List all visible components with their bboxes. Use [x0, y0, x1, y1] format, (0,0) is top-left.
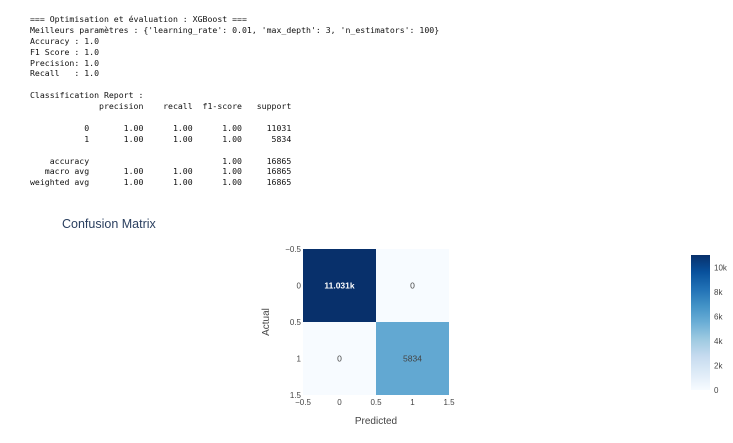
console-line: macro avg 1.00 1.00 1.00 16865: [30, 166, 292, 177]
y-axis-label: Actual: [261, 308, 272, 336]
y-tick-label: 1.5: [290, 391, 302, 400]
console-line: === Optimisation et évaluation : XGBoost…: [30, 14, 247, 24]
cell-label: 5834: [403, 354, 422, 364]
console-line: F1 Score : 1.0: [30, 46, 100, 57]
console-output: === Optimisation et évaluation : XGBoost…: [30, 14, 439, 188]
cell-label: 0: [337, 354, 342, 364]
colorbar: [691, 255, 710, 390]
x-tick-label: 0.5: [370, 398, 382, 407]
console-line: Classification Report :: [30, 90, 144, 101]
console-line: Accuracy : 1.0: [30, 35, 100, 46]
console-line: Precision: 1.0: [30, 57, 100, 68]
colorbar-tick-label: 0: [714, 386, 719, 395]
heatmap-cell[interactable]: [303, 322, 376, 395]
cell-label: 0: [410, 281, 415, 291]
console-line: accuracy 1.00 16865: [30, 155, 292, 166]
y-tick-label: 0.5: [290, 318, 302, 327]
y-tick-label: 1: [297, 355, 302, 364]
x-tick-label: 0: [337, 398, 342, 407]
chart-title: Confusion Matrix: [62, 217, 156, 231]
colorbar-tick-label: 2k: [714, 362, 723, 371]
colorbar-tick-label: 10k: [714, 264, 728, 273]
cell-label: 11.031k: [324, 281, 355, 291]
heatmap-cell[interactable]: [303, 249, 376, 322]
heatmap-cell[interactable]: [376, 249, 449, 322]
x-axis-label: Predicted: [355, 416, 397, 427]
heatmap-cell[interactable]: [376, 322, 449, 395]
console-line: weighted avg 1.00 1.00 1.00 16865: [30, 177, 292, 188]
x-tick-label: 1: [410, 398, 415, 407]
colorbar-tick-label: 8k: [714, 288, 723, 297]
console-line: Meilleurs paramètres : {'learning_rate':…: [30, 24, 440, 35]
y-tick-label: −0.5: [285, 245, 301, 254]
console-line: 1 1.00 1.00 1.00 5834: [30, 133, 292, 144]
x-tick-label: −0.5: [295, 398, 311, 407]
console-line: Recall : 1.0: [30, 68, 100, 79]
x-tick-label: 1.5: [443, 398, 455, 407]
console-line: 0 1.00 1.00 1.00 11031: [30, 122, 292, 133]
console-line: precision recall f1-score support: [30, 101, 292, 112]
y-tick-label: 0: [297, 282, 302, 291]
colorbar-tick-label: 6k: [714, 313, 723, 322]
colorbar-tick-label: 4k: [714, 337, 723, 346]
